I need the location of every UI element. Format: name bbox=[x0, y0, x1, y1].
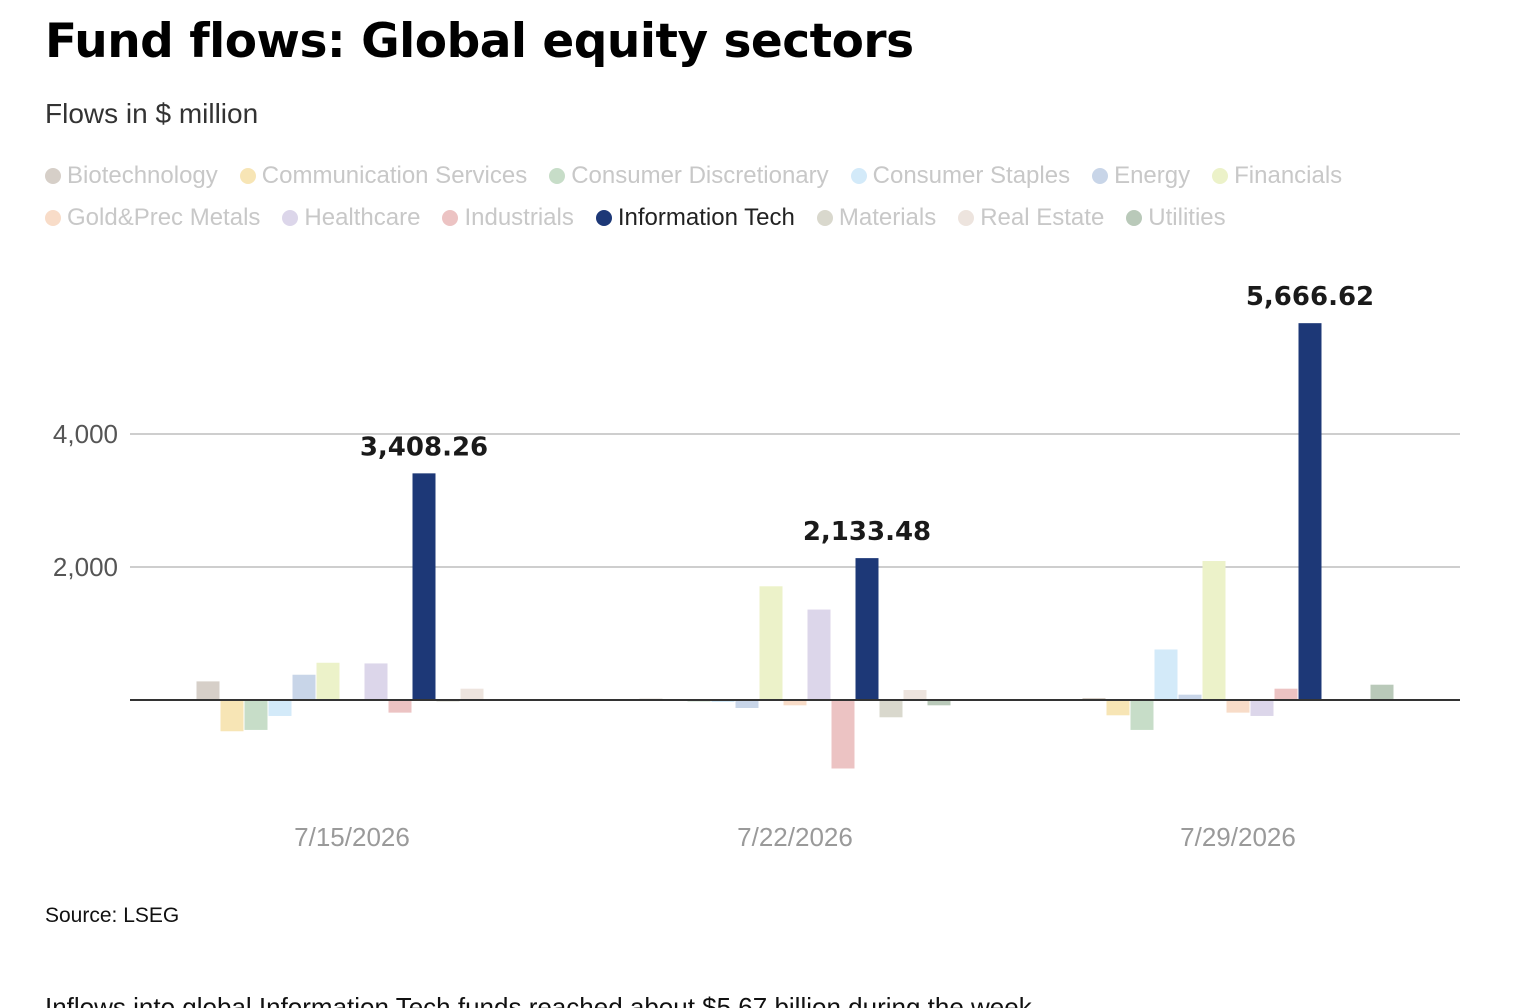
legend-label: Gold&Prec Metals bbox=[67, 204, 261, 231]
legend-label: Consumer Staples bbox=[872, 162, 1071, 189]
legend-item[interactable]: Consumer Discretionary bbox=[549, 160, 829, 192]
legend-swatch bbox=[45, 168, 61, 184]
bar bbox=[831, 700, 855, 769]
source-note: Source: LSEG bbox=[45, 904, 180, 927]
legend-label: Materials bbox=[838, 204, 937, 231]
legend: Biotechnology Communication Services Consu… bbox=[45, 160, 1465, 234]
bar bbox=[879, 700, 903, 718]
legend-item[interactable]: Information Tech bbox=[595, 202, 795, 234]
legend-label: Biotechnology bbox=[67, 162, 218, 189]
bar bbox=[903, 690, 927, 700]
data-label: 3,408.26 bbox=[360, 432, 488, 462]
data-label: 2,133.48 bbox=[803, 517, 931, 547]
data-label: 5,666.62 bbox=[1246, 282, 1374, 312]
legend-item[interactable]: Materials bbox=[816, 202, 937, 234]
bar bbox=[783, 700, 807, 706]
legend-label: Communication Services bbox=[261, 162, 528, 189]
legend-swatch bbox=[1092, 168, 1109, 184]
legend-item[interactable]: Energy bbox=[1092, 160, 1190, 192]
y-tick-label: 4,000 bbox=[53, 419, 118, 449]
bar bbox=[268, 700, 292, 716]
legend-swatch bbox=[816, 210, 833, 226]
bar bbox=[1154, 649, 1178, 700]
legend-item[interactable]: Real Estate bbox=[958, 202, 1104, 234]
bar bbox=[244, 700, 268, 730]
bar bbox=[1250, 700, 1274, 716]
bar-chart: 2,000 4,000 3,408.26 7/15/2026 2,133.48 7/22/… bbox=[53, 282, 1460, 852]
bar bbox=[1274, 688, 1298, 700]
bar bbox=[807, 609, 831, 700]
bar bbox=[460, 688, 484, 700]
legend-label: Industrials bbox=[464, 204, 574, 231]
legend-item[interactable]: Gold&Prec Metals bbox=[45, 202, 260, 234]
legend-swatch bbox=[442, 210, 459, 226]
legend-swatch bbox=[239, 168, 256, 184]
y-tick-label: 2,000 bbox=[53, 552, 118, 582]
legend-label: Utilities bbox=[1148, 204, 1226, 231]
legend-label: Energy bbox=[1114, 162, 1191, 189]
bar bbox=[412, 473, 436, 700]
chart-subtitle: Flows in $ million bbox=[45, 98, 259, 129]
bar bbox=[1130, 700, 1154, 730]
legend-item[interactable]: Communication Services bbox=[239, 160, 528, 192]
bar bbox=[364, 663, 388, 700]
bar bbox=[388, 700, 412, 713]
legend-item[interactable]: Utilities bbox=[1126, 202, 1226, 234]
legend-label: Financials bbox=[1234, 162, 1343, 189]
x-category-label: 7/15/2026 bbox=[294, 822, 410, 852]
legend-swatch bbox=[282, 210, 299, 226]
x-category-label: 7/29/2026 bbox=[1180, 822, 1296, 852]
legend-label: Real Estate bbox=[980, 204, 1105, 231]
bar bbox=[1298, 323, 1322, 700]
bar bbox=[735, 700, 759, 708]
bar bbox=[1202, 561, 1226, 700]
legend-label: Consumer Discretionary bbox=[571, 162, 829, 189]
bar bbox=[1106, 700, 1130, 716]
legend-swatch bbox=[1212, 168, 1229, 184]
bar bbox=[1370, 684, 1394, 700]
legend-swatch bbox=[549, 168, 566, 184]
bar bbox=[220, 700, 244, 732]
bar bbox=[927, 700, 951, 706]
legend-item[interactable]: Healthcare bbox=[282, 202, 420, 234]
legend-swatch bbox=[1126, 210, 1143, 226]
legend-item[interactable]: Biotechnology bbox=[45, 160, 218, 192]
legend-label: Healthcare bbox=[304, 204, 421, 231]
bar bbox=[316, 662, 340, 700]
legend-swatch bbox=[850, 168, 867, 184]
bar bbox=[196, 681, 220, 700]
legend-label: Information Tech bbox=[617, 204, 795, 231]
bar bbox=[855, 558, 879, 700]
legend-item[interactable]: Financials bbox=[1212, 160, 1342, 192]
legend-swatch bbox=[958, 210, 975, 226]
bar bbox=[1178, 694, 1202, 700]
bar bbox=[292, 674, 316, 700]
legend-swatch bbox=[595, 210, 612, 226]
legend-item[interactable]: Consumer Staples bbox=[850, 160, 1071, 192]
legend-item[interactable]: Industrials bbox=[442, 202, 574, 234]
legend-swatch bbox=[45, 210, 61, 226]
bar bbox=[759, 586, 783, 700]
bar bbox=[1226, 700, 1250, 713]
footnote-text: Inflows into global Information Tech fun… bbox=[45, 992, 1032, 1008]
chart-title: Fund flows: Global equity sectors bbox=[45, 14, 914, 69]
x-category-label: 7/22/2026 bbox=[737, 822, 853, 852]
